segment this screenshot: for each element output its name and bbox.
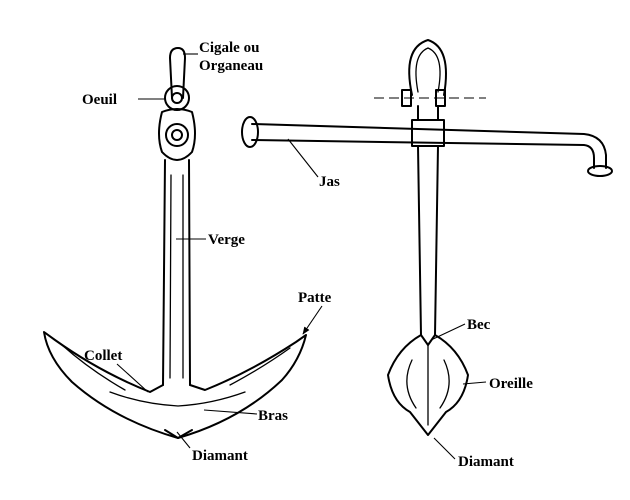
leader-bras <box>203 409 258 415</box>
leader-patte <box>302 305 323 335</box>
oeuil-eye-hole <box>171 92 183 104</box>
crown-point <box>164 429 193 439</box>
verge-shank <box>162 159 191 386</box>
fluke-inner-lines <box>406 359 450 409</box>
label-organeau: Organeau <box>199 58 263 74</box>
leader-diamant-right <box>433 437 456 460</box>
oeuil-eye <box>164 85 190 111</box>
label-cigale: Cigale ou <box>199 40 259 56</box>
label-patte: Patte <box>298 290 332 306</box>
leader-lines <box>116 53 487 460</box>
leader-jas <box>287 138 319 178</box>
lug-hole-outer <box>165 123 189 147</box>
leader-collet <box>116 363 149 393</box>
label-verge: Verge <box>208 232 245 248</box>
label-collet: Collet <box>84 348 122 364</box>
jas-stock <box>251 123 607 169</box>
shank-lug <box>158 108 196 161</box>
shackle-inner <box>415 47 441 93</box>
label-jas: Jas <box>319 174 340 190</box>
pin-head-right <box>435 89 446 107</box>
label-oeuil: Oeuil <box>82 92 117 108</box>
collet-line <box>109 391 246 407</box>
lug-hole-inner <box>171 129 183 141</box>
stock-collar <box>411 119 445 147</box>
label-bras: Bras <box>258 408 288 424</box>
arm-inner-lines <box>61 344 291 391</box>
label-diamant-right: Diamant <box>458 454 514 470</box>
shackle-ring <box>408 39 447 96</box>
jas-end-knob-right <box>587 165 613 177</box>
leader-bec <box>430 323 466 341</box>
cigale-ring <box>169 47 186 99</box>
side-verge <box>417 105 439 336</box>
pin-head-left <box>401 89 412 107</box>
right-anchor-view <box>241 39 613 436</box>
leader-diamant-left <box>176 431 191 449</box>
left-anchor-view <box>43 47 307 439</box>
label-bec: Bec <box>467 317 491 333</box>
leader-oreille <box>462 381 487 385</box>
label-diamant-left: Diamant <box>192 448 248 464</box>
label-oreille: Oreille <box>489 376 533 392</box>
jas-end-knob-left <box>241 116 259 148</box>
verge-inner-lines <box>169 174 184 379</box>
